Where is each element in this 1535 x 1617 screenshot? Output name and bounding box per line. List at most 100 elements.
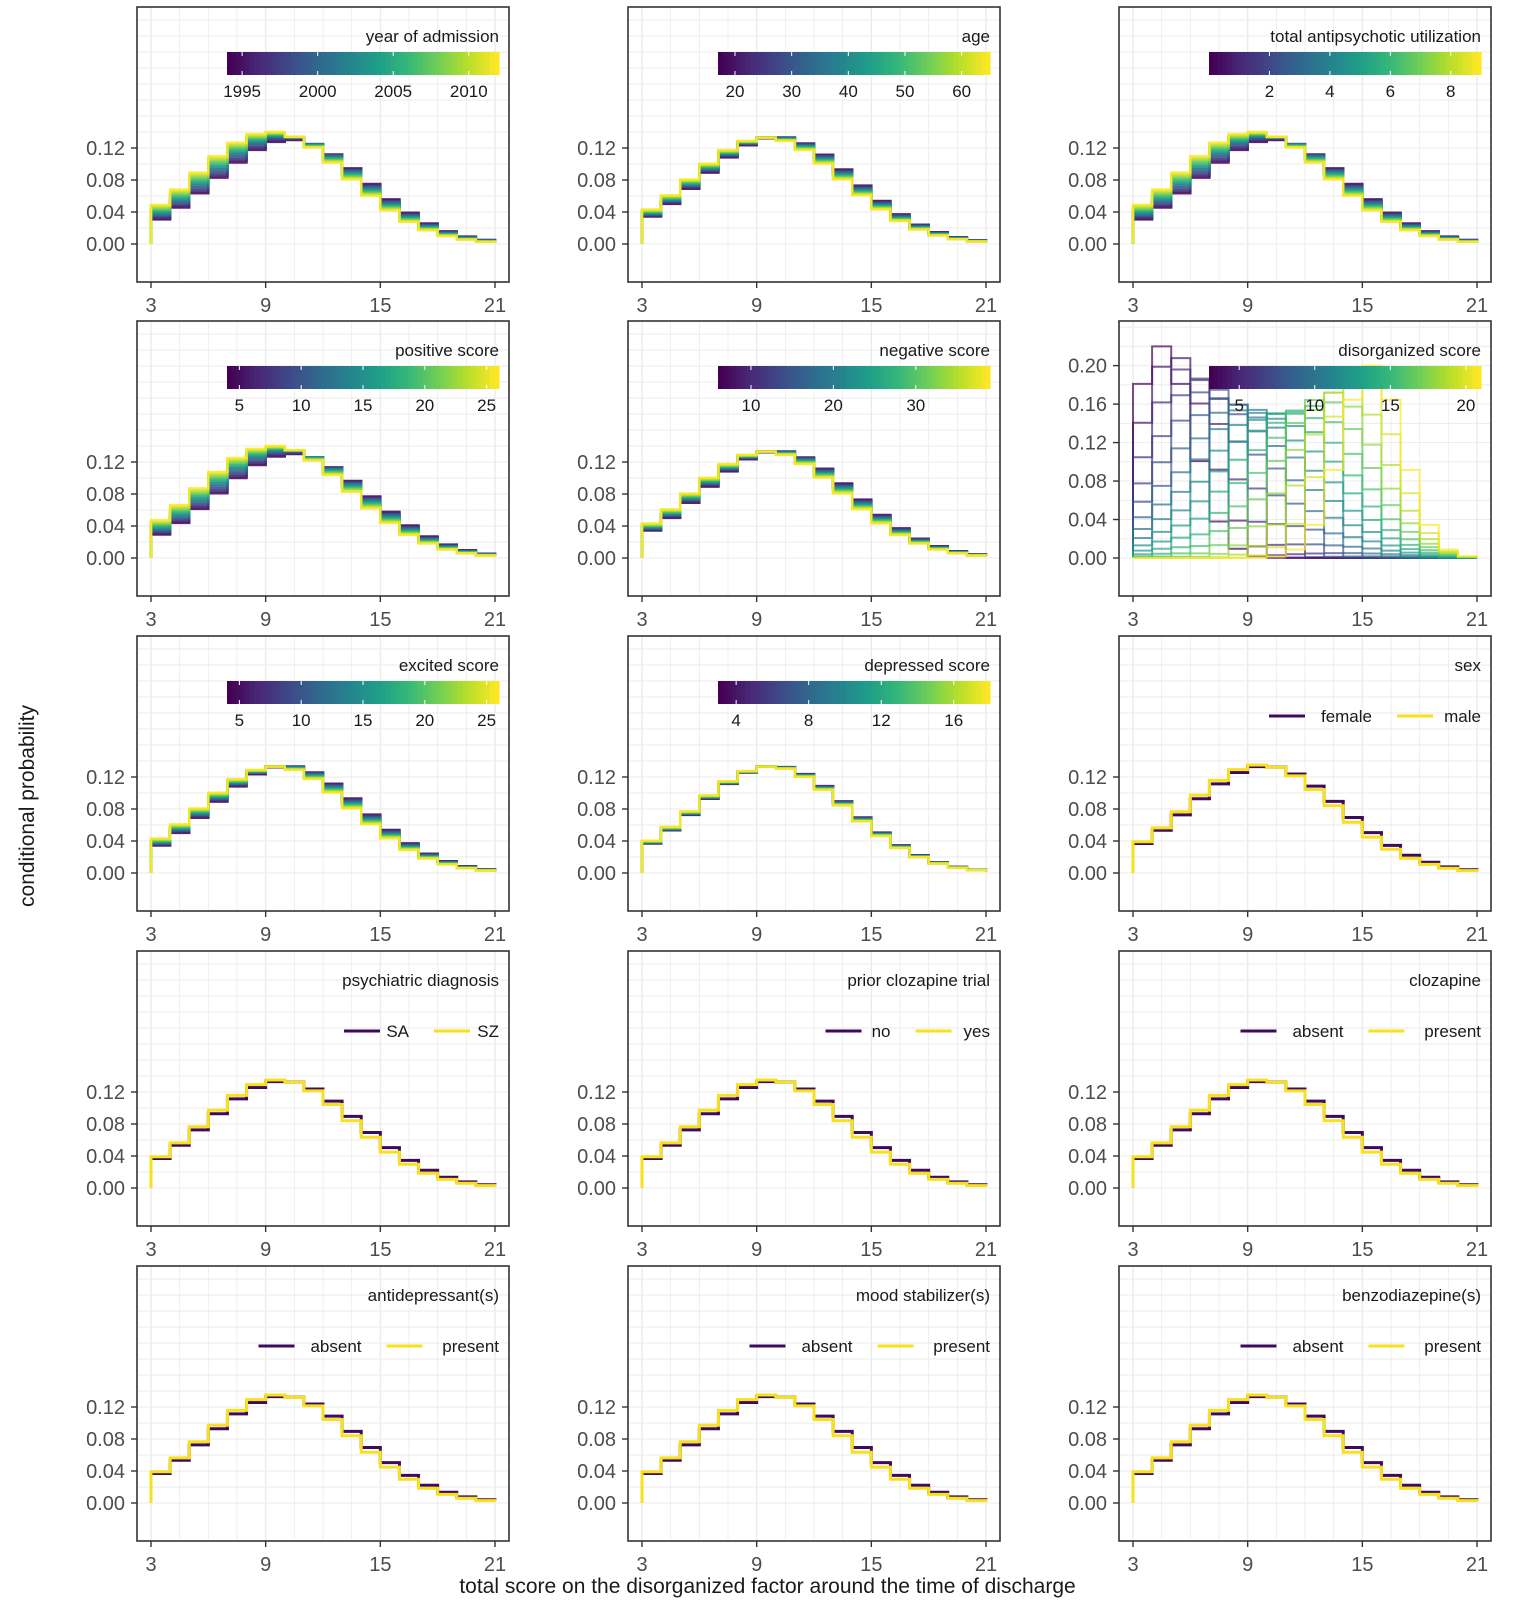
colorbar-segment [953, 681, 959, 704]
colorbar-segment [863, 366, 869, 389]
colorbar-segment [867, 366, 873, 389]
legend-title: total antipsychotic utilization [1270, 27, 1481, 46]
colorbar-segment [1444, 52, 1450, 75]
colorbar-segment [1467, 52, 1473, 75]
series-group [1131, 1078, 1479, 1188]
colorbar-segment [894, 52, 900, 75]
panel-7: 3 9 15 21 0.00 0.04 0.08 0.12 excited score 5 10 15… [86, 635, 510, 946]
colorbar-segment [917, 366, 923, 389]
colorbar-segment [480, 681, 486, 704]
colorbar-tick-label: 2010 [450, 82, 488, 101]
colorbar-segment [494, 52, 500, 75]
legend-title: negative score [879, 341, 990, 360]
colorbar-tick-label: 60 [952, 82, 971, 101]
panel-1: 3 9 15 21 0.00 0.04 0.08 0.12 year of admission 1… [86, 6, 510, 317]
colorbar-segment [1476, 366, 1482, 389]
colorbar-segment [417, 52, 423, 75]
legend-title: sex [1455, 656, 1482, 675]
colorbar-segment [799, 52, 805, 75]
colorbar [718, 681, 991, 704]
colorbar-segment [1422, 366, 1428, 389]
colorbar-segment [813, 52, 819, 75]
y-tick-label: 0.04 [1068, 510, 1107, 532]
y-tick-label: 0.12 [86, 1082, 125, 1104]
colorbar-segment [1453, 366, 1459, 389]
colorbar-segment [267, 52, 273, 75]
colorbar-segment [376, 681, 382, 704]
y-tick-label: 0.00 [86, 1493, 125, 1515]
colorbar-segment [885, 366, 891, 389]
colorbar-segment [1394, 52, 1400, 75]
colorbar-segment [245, 52, 251, 75]
colorbar-segment [263, 681, 269, 704]
colorbar-segment [444, 366, 450, 389]
colorbar-segment [363, 681, 369, 704]
colorbar-tick-label: 15 [354, 396, 373, 415]
colorbar-segment [431, 52, 437, 75]
colorbar-segment [267, 366, 273, 389]
colorbar-segment [344, 681, 350, 704]
colorbar-segment [485, 52, 491, 75]
colorbar-segment [1290, 366, 1296, 389]
colorbar-segment [462, 681, 468, 704]
colorbar-segment [1313, 52, 1319, 75]
colorbar-segment [453, 52, 459, 75]
x-tick-label: 15 [1351, 295, 1373, 317]
y-tick-label: 0.08 [86, 799, 125, 821]
panel-2: 3 9 15 21 0.00 0.04 0.08 0.12 age 20 30 40 50 60 [577, 6, 1001, 317]
colorbar-segment [408, 681, 414, 704]
y-tick-label: 0.00 [86, 234, 125, 256]
colorbar-tick-label: 5 [1234, 396, 1243, 415]
y-tick-label: 0.08 [577, 170, 616, 192]
y-tick-label: 0.08 [86, 484, 125, 506]
x-tick-label: 3 [636, 924, 647, 946]
colorbar-segment [863, 681, 869, 704]
colorbar-segment [985, 366, 991, 389]
x-tick-label: 15 [1351, 1554, 1373, 1576]
y-tick-label: 0.04 [577, 831, 616, 853]
x-tick-label: 9 [751, 609, 762, 631]
legend-label-yes: yes [964, 1022, 990, 1041]
colorbar-segment [299, 366, 305, 389]
colorbar-segment [1335, 52, 1342, 75]
panel-border [627, 320, 1001, 597]
colorbar-segment [1254, 366, 1260, 389]
colorbar-segment [304, 681, 310, 704]
colorbar-segment [758, 681, 764, 704]
colorbar-segment [745, 681, 751, 704]
colorbar-segment [958, 681, 964, 704]
colorbar-segment [476, 366, 482, 389]
colorbar-segment [385, 366, 391, 389]
colorbar-segment [1326, 52, 1332, 75]
colorbar-segment [745, 52, 751, 75]
colorbar-segment [489, 681, 496, 704]
y-tick-label: 0.12 [1068, 433, 1107, 455]
colorbar-segment [1299, 366, 1305, 389]
colorbar-segment [231, 366, 237, 389]
colorbar-segment [1281, 366, 1287, 389]
colorbar-segment [227, 52, 233, 75]
colorbar-tick-label: 2 [1265, 82, 1274, 101]
colorbar-segment [849, 52, 855, 75]
x-tick-label: 3 [1127, 924, 1138, 946]
y-tick-label: 0.12 [86, 138, 125, 160]
colorbar-segment [1340, 366, 1346, 389]
colorbar-segment [313, 681, 319, 704]
panel-border [136, 320, 510, 597]
colorbar-segment [962, 366, 968, 389]
colorbar-segment [922, 52, 928, 75]
colorbar-segment [890, 366, 896, 389]
colorbar-segment [258, 52, 264, 75]
colorbar-segment [1345, 52, 1351, 75]
colorbar-tick-label: 20 [824, 396, 843, 415]
colorbar-segment [335, 366, 341, 389]
x-tick-label: 21 [484, 1239, 506, 1261]
y-tick-label: 0.04 [86, 202, 125, 224]
colorbar-segment [1354, 52, 1360, 75]
colorbar-segment [749, 366, 755, 389]
x-tick-label: 9 [751, 1239, 762, 1261]
colorbar-segment [1218, 366, 1224, 389]
colorbar [718, 366, 991, 389]
colorbar-segment [718, 681, 724, 704]
